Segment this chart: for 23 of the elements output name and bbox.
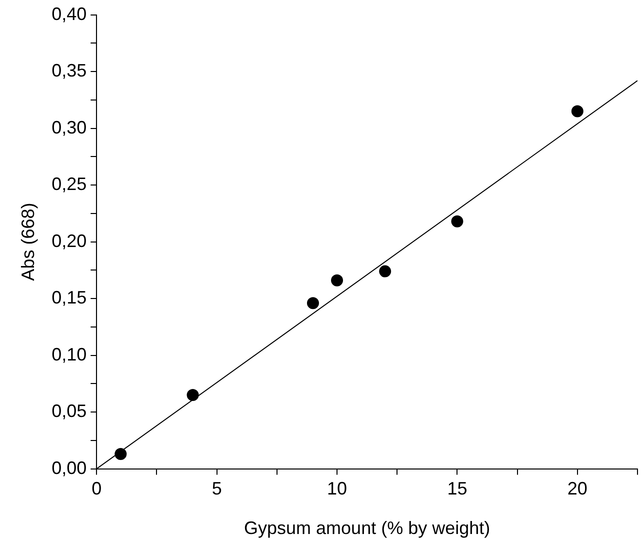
point — [186, 389, 199, 402]
point — [451, 215, 464, 228]
y-tick-label: 0,00 — [52, 458, 87, 478]
point — [114, 448, 127, 460]
point — [306, 297, 319, 310]
y-axis-title: Abs (668) — [18, 202, 38, 281]
x-tick-label: 0 — [92, 478, 102, 499]
y-tick-label: 0,10 — [52, 344, 87, 364]
point — [331, 274, 344, 286]
point — [571, 105, 584, 118]
y-tick-label: 0,25 — [52, 174, 87, 194]
y-tick-label: 0,20 — [52, 230, 87, 251]
y-tick-label: 0,40 — [52, 4, 87, 24]
y-tick-label: 0,05 — [52, 401, 87, 422]
x-tick-label: 10 — [327, 478, 348, 499]
x-tick-label: 20 — [567, 478, 588, 499]
y-tick-label: 0,30 — [52, 117, 87, 138]
y-tick-label: 0,35 — [52, 60, 87, 81]
x-tick-label: 5 — [212, 478, 222, 499]
point — [379, 265, 392, 278]
x-tick-label: 15 — [447, 478, 468, 499]
y-tick-label: 0,15 — [52, 288, 87, 308]
x-axis-title: Gypsum amount (% by weight) — [244, 518, 490, 538]
